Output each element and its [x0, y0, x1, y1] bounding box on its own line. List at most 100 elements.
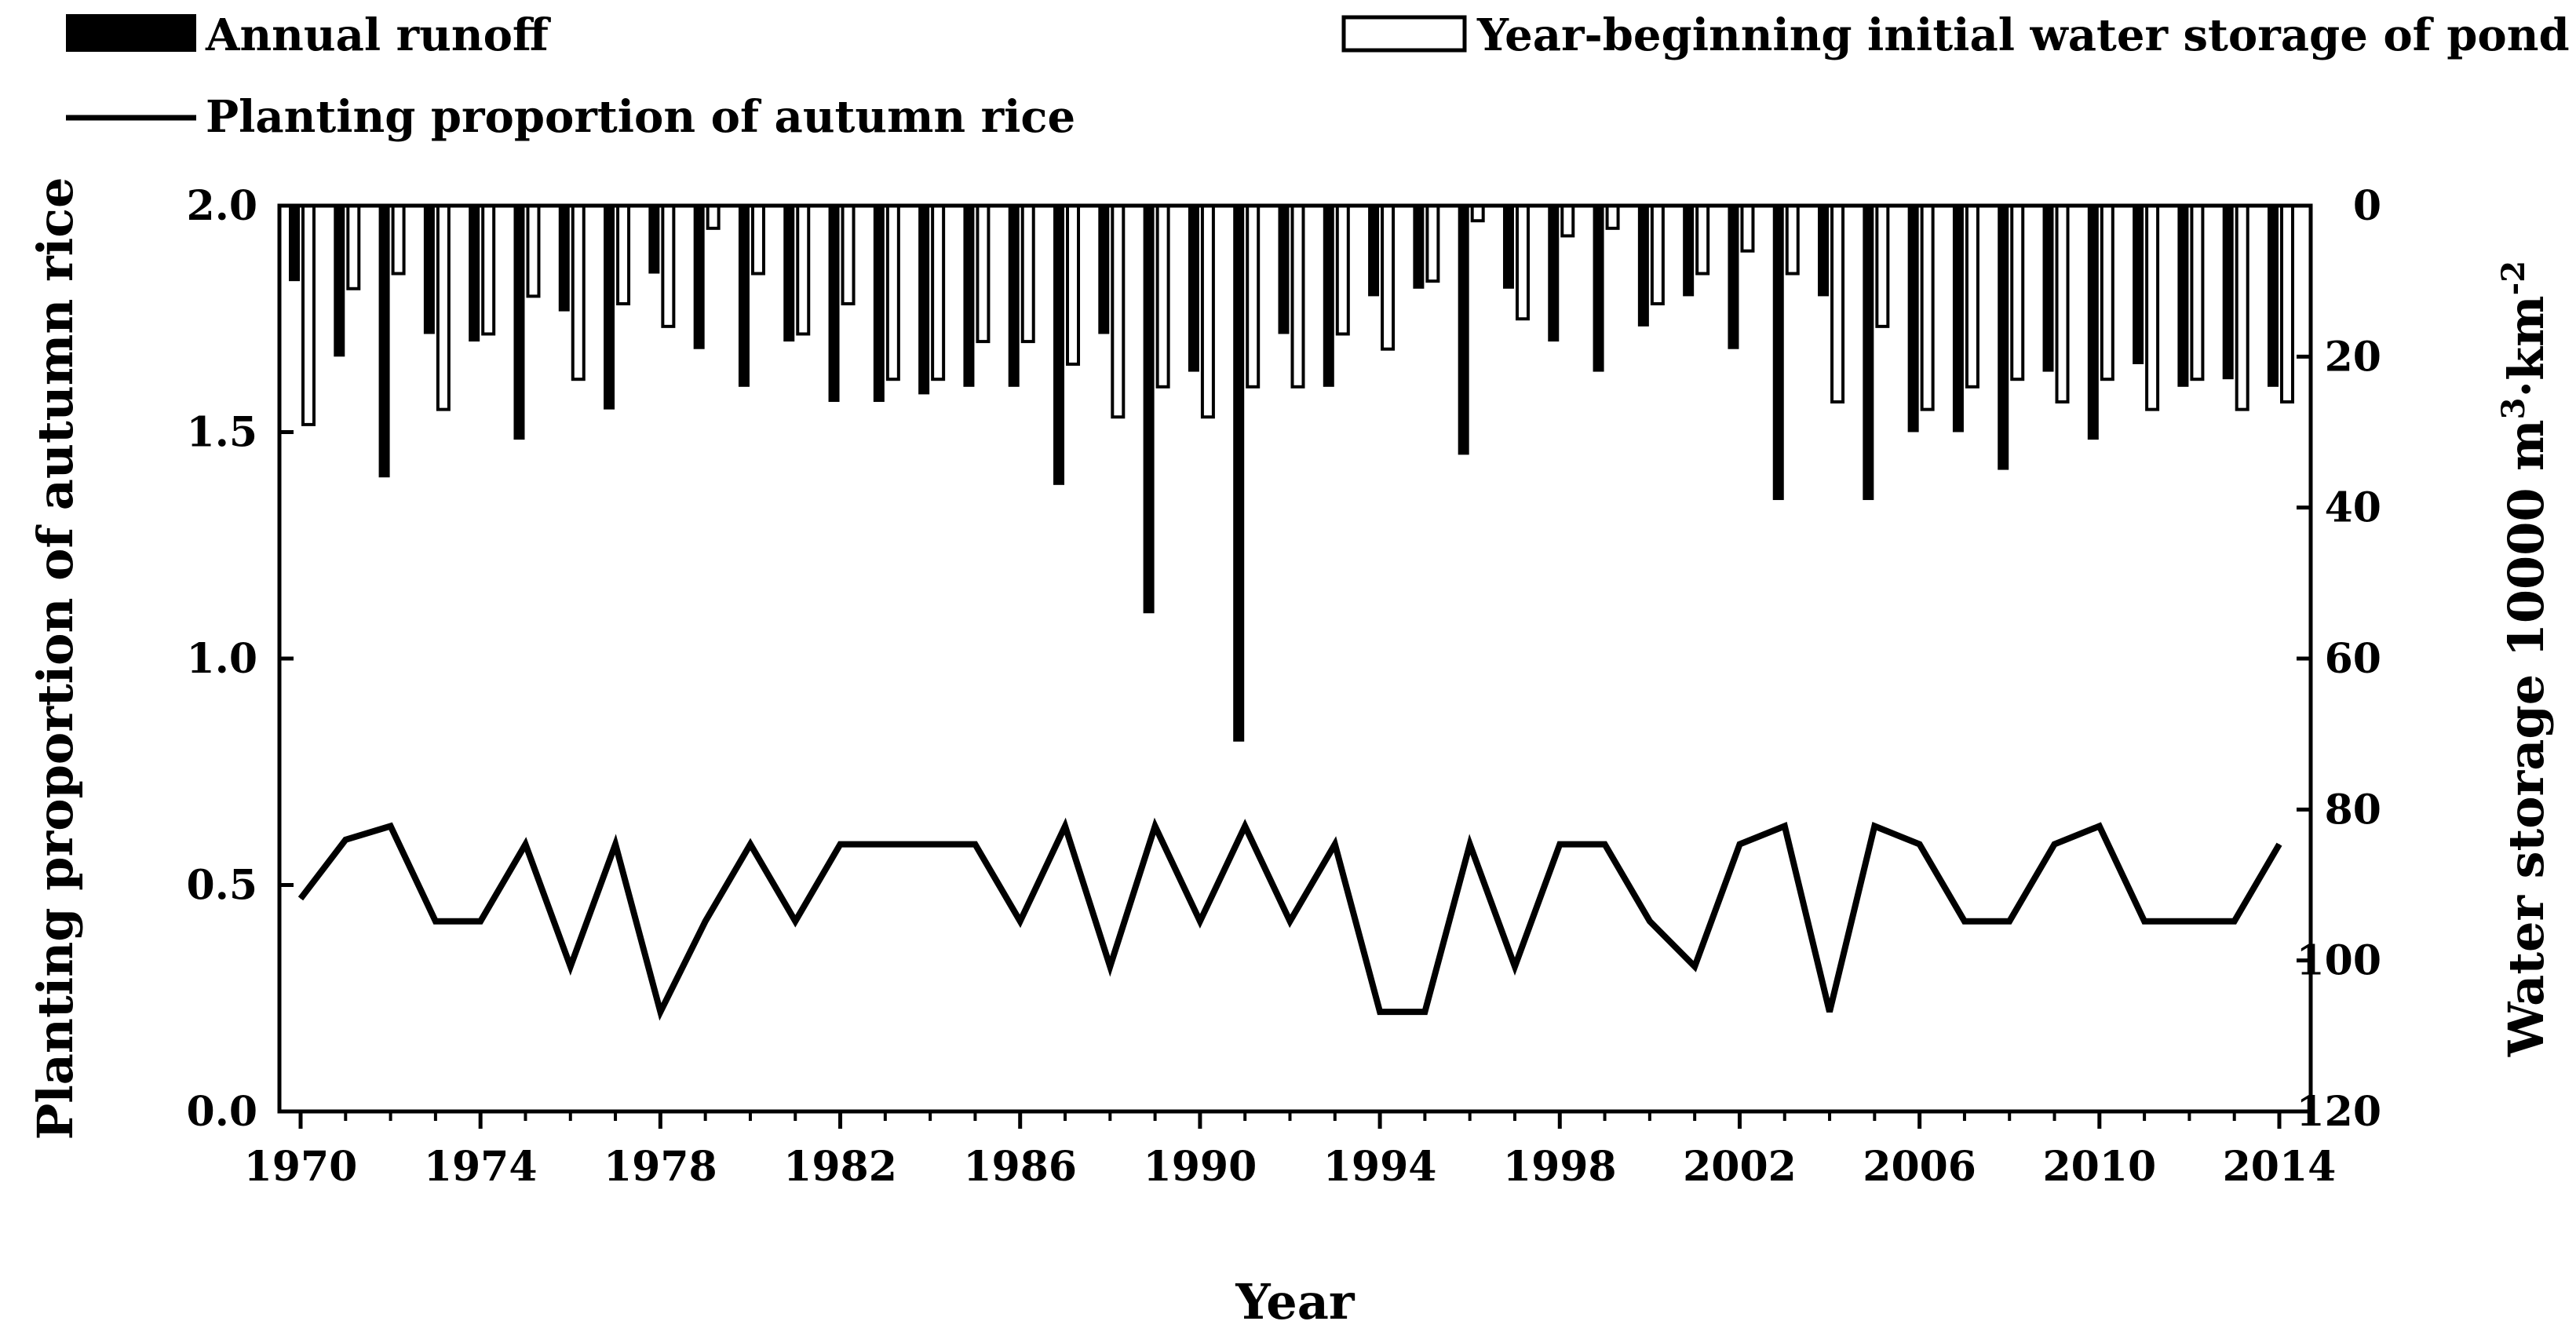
runoff-bar-1970	[289, 206, 300, 282]
planting-point-1987	[1064, 825, 1066, 827]
left-tick-label: 0.5	[187, 862, 257, 910]
runoff-bar-1971	[334, 206, 345, 357]
planting-point-1985	[974, 844, 976, 845]
storage-bar-1996	[1470, 204, 1485, 223]
storage-bar-1989	[1155, 204, 1170, 389]
storage-bar-1993	[1335, 204, 1350, 336]
left-tick-label: 2.0	[187, 182, 257, 230]
storage-bar-2002	[1740, 204, 1755, 253]
x-tick-label: 1978	[604, 1143, 717, 1191]
runoff-bar-2005	[1863, 206, 1874, 501]
planting-line-series	[297, 817, 2282, 1021]
runoff-bar-1988	[1098, 206, 1110, 334]
planting-point-1993	[1334, 844, 1336, 845]
storage-bar-1984	[931, 204, 946, 381]
storage-bar-1992	[1290, 204, 1305, 389]
runoff-bar-1996	[1458, 206, 1469, 455]
planting-point-1977	[615, 844, 616, 845]
planting-point-1997	[1514, 965, 1516, 967]
storage-bar-2004	[1830, 204, 1845, 404]
legend-label-planting-proportion: Planting proportion of autumn rice	[206, 91, 1075, 143]
runoff-bar-1992	[1278, 206, 1290, 334]
x-tick-label: 2014	[2223, 1143, 2337, 1191]
storage-bar-2001	[1695, 204, 1710, 276]
legend: Annual runoff Year-beginning initial wat…	[66, 9, 2570, 143]
storage-bar-1977	[616, 204, 631, 306]
runoff-bar-1997	[1502, 206, 1514, 289]
left-axis-ticks: 0.0 0.5 1.0 1.5 2.0	[187, 182, 294, 1136]
planting-point-2014	[2279, 844, 2280, 845]
runoff-bar-1990	[1188, 206, 1199, 372]
runoff-bar-2001	[1683, 206, 1695, 297]
x-tick-label: 1974	[424, 1143, 538, 1191]
storage-bar-2008	[2010, 204, 2025, 381]
storage-bar-2000	[1650, 204, 1665, 306]
x-tick-label: 2010	[2042, 1143, 2156, 1191]
storage-bar-2012	[2190, 204, 2205, 381]
right-axis-title: Water storage 10000 m3·km-2	[2495, 261, 2555, 1057]
planting-point-2003	[1784, 825, 1786, 827]
storage-bar-1986	[1020, 204, 1035, 344]
runoff-bar-1972	[378, 206, 390, 478]
storage-bar-1991	[1246, 204, 1261, 389]
runoff-bar-2007	[1952, 206, 1964, 432]
right-tick-label: 100	[2296, 937, 2381, 985]
runoff-bar-1982	[828, 206, 840, 403]
runoff-bar-1980	[738, 206, 750, 387]
runoff-bar-1981	[783, 206, 795, 342]
runoff-bar-1998	[1548, 206, 1560, 342]
right-tick-label: 80	[2325, 786, 2381, 834]
right-tick-label: 40	[2325, 484, 2381, 532]
x-tick-label: 1986	[963, 1143, 1077, 1191]
planting-point-2002	[1739, 844, 1740, 845]
runoff-bar-2013	[2222, 206, 2234, 380]
storage-bar-1972	[391, 204, 406, 276]
runoff-bar-1993	[1323, 206, 1334, 387]
x-tick-label: 1990	[1144, 1143, 1257, 1191]
storage-bar-1975	[526, 204, 541, 298]
x-tick-label: 2002	[1683, 1143, 1797, 1191]
runoff-bar-1978	[648, 206, 660, 274]
storage-bar-1995	[1425, 204, 1440, 283]
storage-bar-2010	[2100, 204, 2114, 381]
runoff-bar-1985	[963, 206, 975, 387]
runoff-bar-2008	[1998, 206, 2009, 470]
planting-point-1982	[840, 844, 841, 845]
planting-point-1994	[1379, 1011, 1381, 1013]
storage-bar-1998	[1560, 204, 1575, 238]
runoff-bar-1973	[423, 206, 435, 334]
storage-bar-1983	[885, 204, 900, 381]
storage-bar-1987	[1066, 204, 1081, 366]
runoff-bar-1974	[469, 206, 480, 342]
planting-point-1984	[929, 844, 931, 845]
planting-point-1976	[570, 965, 571, 967]
planting-proportion-line	[297, 817, 2282, 1021]
x-tick-label: 1970	[244, 1143, 358, 1191]
runoff-bar-2000	[1637, 206, 1649, 327]
storage-bar-1976	[571, 204, 586, 381]
x-tick-label: 2006	[1863, 1143, 1976, 1191]
right-axis-ticks: 0 20 40 60 80 100 120	[2296, 182, 2381, 1136]
runoff-bar-2011	[2133, 206, 2144, 364]
storage-bar-1978	[661, 204, 676, 328]
legend-label-annual-runoff: Annual runoff	[205, 9, 551, 61]
storage-bar-2009	[2055, 204, 2070, 404]
storage-bar-1979	[706, 204, 721, 230]
planting-point-1978	[659, 1011, 661, 1013]
right-tick-label: 0	[2353, 182, 2381, 230]
runoff-bars	[289, 206, 2279, 742]
storage-bar-1990	[1200, 204, 1215, 419]
storage-bar-2011	[2145, 204, 2160, 411]
runoff-bar-2004	[1818, 206, 1830, 297]
x-tick-label: 1994	[1323, 1143, 1437, 1191]
left-tick-label: 0.0	[187, 1088, 257, 1136]
planting-point-2005	[1874, 825, 1875, 827]
storage-bar-1999	[1605, 204, 1620, 230]
legend-swatch-pond-storage	[1341, 15, 1467, 53]
storage-bar-1994	[1381, 204, 1396, 351]
runoff-bar-2003	[1772, 206, 1784, 501]
left-tick-label: 1.5	[187, 409, 257, 457]
x-tick-label: 1998	[1503, 1143, 1617, 1191]
right-axis-title-main: Water storage 10000 m	[2498, 419, 2555, 1057]
